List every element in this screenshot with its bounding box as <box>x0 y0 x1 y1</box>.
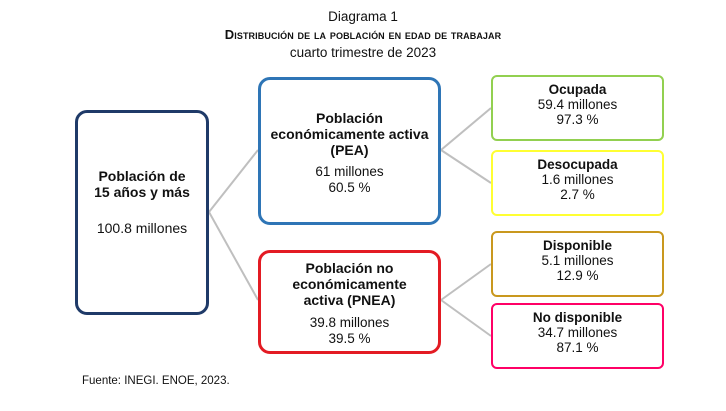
source-text: INEGI. ENOE, 2023. <box>124 375 230 387</box>
node-title: Disponible <box>542 238 612 253</box>
node-value: 5.1 millones <box>541 253 614 268</box>
diagram-label: Diagrama 1 <box>328 9 398 24</box>
node-title: Población económicamente activa (PEA) <box>270 110 429 158</box>
node-percent: 12.9 % <box>556 268 599 283</box>
node-percent: 97.3 % <box>556 112 599 127</box>
node-values: 61 millones 60.5 % <box>315 164 384 195</box>
node-title: Población no económicamente activa (PNEA… <box>292 260 407 308</box>
node-title: Población de 15 años y más <box>94 168 190 200</box>
connector-total-pnea <box>208 211 259 301</box>
node-abbr: PEA <box>335 142 364 158</box>
node-value: 34.7 millones <box>537 325 618 340</box>
diagram-title: Distribución de la población en edad de … <box>224 27 502 42</box>
node-value: 59.4 millones <box>537 97 618 112</box>
source-note: Fuente: INEGI. ENOE, 2023. <box>82 375 230 387</box>
node-desocupada: Desocupada 1.6 millones 2.7 % <box>491 150 664 216</box>
node-title: Ocupada <box>548 82 607 97</box>
node-abbr: PNEA <box>351 292 391 308</box>
node-ocupada: Ocupada 59.4 millones 97.3 % <box>491 75 664 141</box>
node-pnea: Población no económicamente activa (PNEA… <box>258 250 441 354</box>
node-pea: Población económicamente activa (PEA) 61… <box>258 77 441 225</box>
node-values: 39.8 millones 39.5 % <box>309 315 390 346</box>
connector-pnea-disponible <box>440 263 492 301</box>
connector-total-pea <box>208 149 259 213</box>
connector-pea-desocupada <box>440 149 492 184</box>
connector-pea-ocupada <box>440 107 492 151</box>
node-title: No disponible <box>532 310 623 325</box>
node-value: 100.8 millones <box>96 220 188 236</box>
diagram-subtitle: cuarto trimestre de 2023 <box>289 45 437 60</box>
node-poblacion-15-y-mas: Población de 15 años y más 100.8 millone… <box>75 110 209 315</box>
source-label: Fuente: <box>82 375 121 387</box>
node-disponible: Disponible 5.1 millones 12.9 % <box>491 231 664 297</box>
node-title: Desocupada <box>537 157 618 172</box>
node-value: 1.6 millones <box>541 172 614 187</box>
node-percent: 2.7 % <box>560 187 595 202</box>
node-no-disponible: No disponible 34.7 millones 87.1 % <box>491 303 664 369</box>
node-percent: 87.1 % <box>556 340 599 355</box>
connector-pnea-no-disponible <box>440 299 492 337</box>
